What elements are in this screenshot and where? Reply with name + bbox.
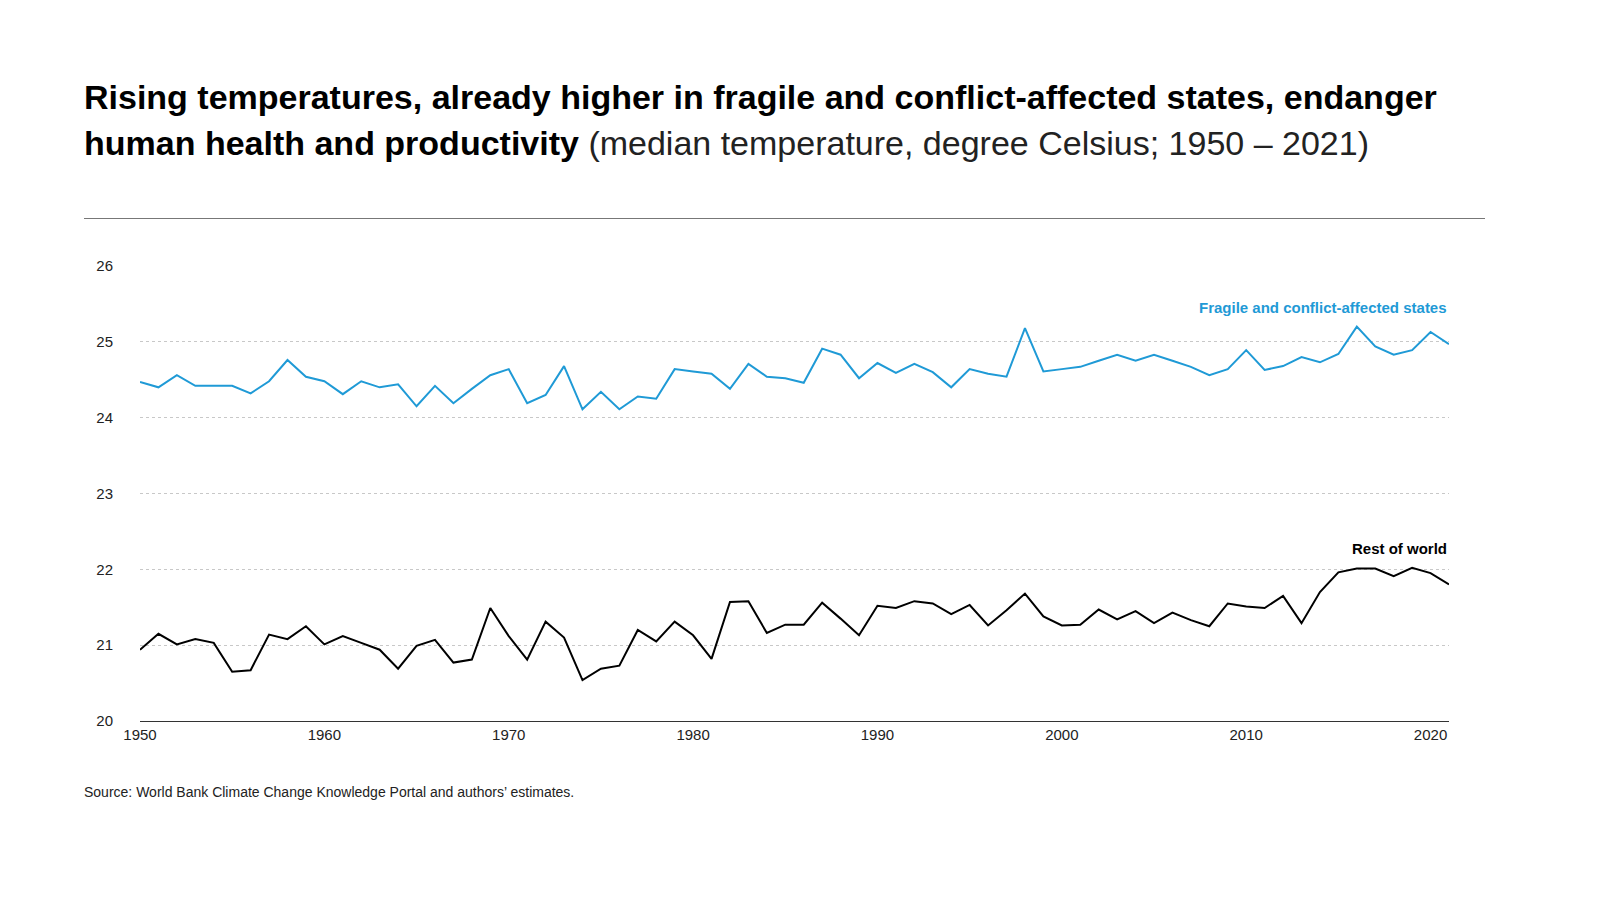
svg-text:2000: 2000	[1045, 726, 1078, 743]
svg-text:20: 20	[96, 712, 113, 729]
svg-text:2010: 2010	[1230, 726, 1263, 743]
svg-text:1990: 1990	[861, 726, 894, 743]
svg-text:1980: 1980	[676, 726, 709, 743]
svg-text:1970: 1970	[492, 726, 525, 743]
svg-text:Fragile and conflict-affected: Fragile and conflict-affected states	[1199, 299, 1447, 316]
svg-text:21: 21	[96, 636, 113, 653]
html-text:Source: World Bank Climate Cha: Source: World Bank Climate Change Knowle…	[84, 784, 575, 800]
svg-text:25: 25	[96, 333, 113, 350]
svg-text:24: 24	[96, 409, 113, 426]
html-text:Rising temperatures, already h: Rising temperatures, already higher in f…	[84, 78, 1437, 162]
svg-text:Rest of world: Rest of world	[1352, 540, 1447, 557]
svg-text:22: 22	[96, 561, 113, 578]
svg-text:2020: 2020	[1414, 726, 1447, 743]
svg-text:1950: 1950	[123, 726, 156, 743]
svg-text:23: 23	[96, 485, 113, 502]
svg-text:26: 26	[96, 257, 113, 274]
svg-text:1960: 1960	[308, 726, 341, 743]
